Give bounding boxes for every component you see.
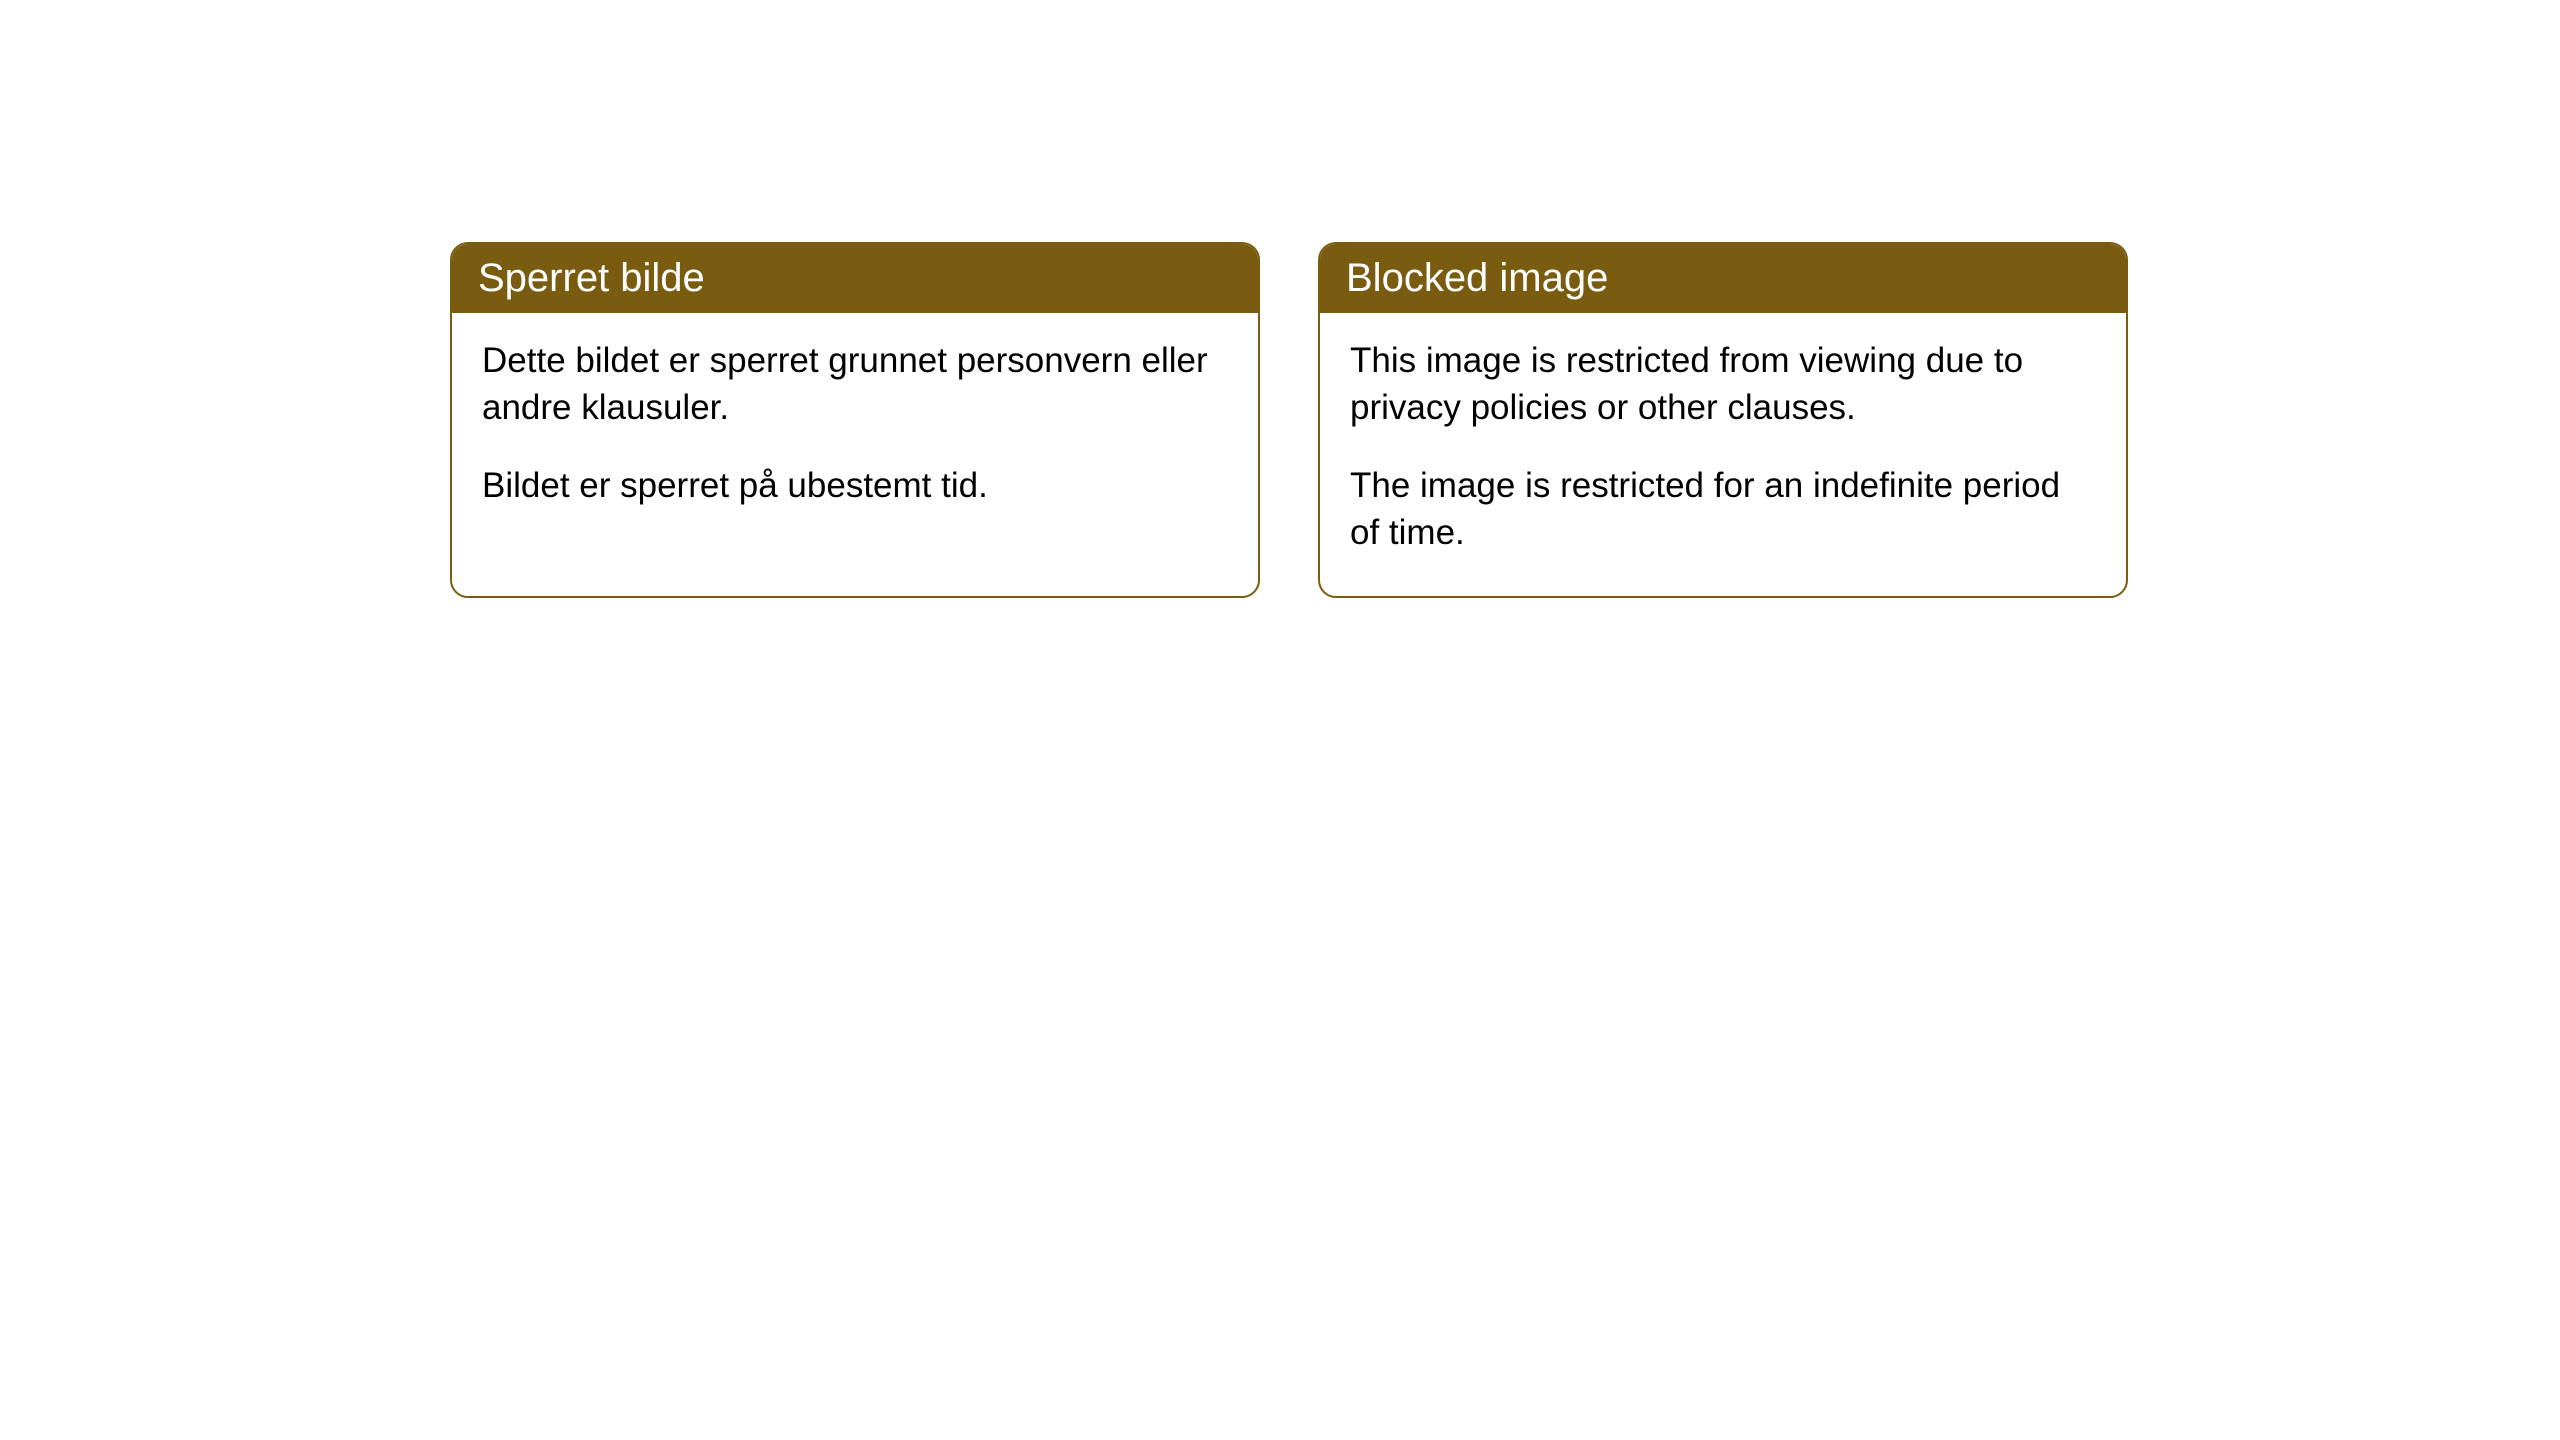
- notice-cards-container: Sperret bilde Dette bildet er sperret gr…: [450, 242, 2128, 598]
- card-paragraph: The image is restricted for an indefinit…: [1350, 462, 2096, 557]
- card-header: Sperret bilde: [452, 244, 1258, 313]
- card-header: Blocked image: [1320, 244, 2126, 313]
- blocked-image-card-english: Blocked image This image is restricted f…: [1318, 242, 2128, 598]
- card-body: Dette bildet er sperret grunnet personve…: [452, 313, 1258, 549]
- card-paragraph: Bildet er sperret på ubestemt tid.: [482, 462, 1228, 509]
- card-paragraph: This image is restricted from viewing du…: [1350, 337, 2096, 432]
- card-body: This image is restricted from viewing du…: [1320, 313, 2126, 596]
- blocked-image-card-norwegian: Sperret bilde Dette bildet er sperret gr…: [450, 242, 1260, 598]
- card-paragraph: Dette bildet er sperret grunnet personve…: [482, 337, 1228, 432]
